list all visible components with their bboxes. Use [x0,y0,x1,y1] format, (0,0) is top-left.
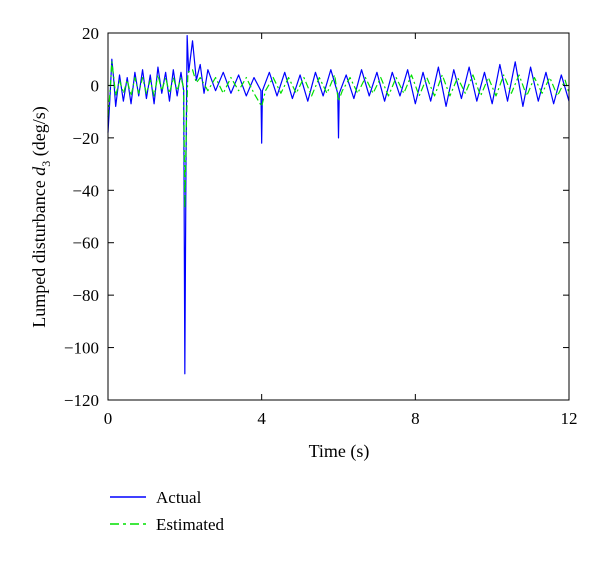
y-axis-title-prefix: Lumped disturbance [29,176,49,328]
x-axis-title: Time (s) [309,441,370,462]
y-tick-label: 0 [91,76,100,95]
axes-frame [107,32,570,401]
plot-area [108,33,569,400]
x-tick-label: 8 [411,409,420,428]
legend: Actual Estimated [110,488,224,534]
y-tick-label: −80 [72,286,99,305]
plot-background [108,33,569,400]
legend-label-estimated: Estimated [156,515,224,534]
y-tick-label: −20 [72,129,99,148]
axes-layer: 0 4 8 12 20 0 −20 −40 −60 −80 −100 −120 [64,24,578,428]
y-tick-label: −120 [64,391,99,410]
y-axis-title-subscript: 3 [39,161,53,167]
series-layer [107,35,570,375]
x-tick-label: 0 [104,409,113,428]
y-axis-title-symbol: d [29,166,49,176]
y-axis-title-suffix: (deg/s) [29,106,50,160]
series-line-actual [107,35,570,375]
y-tick-label: −100 [64,339,99,358]
x-tick-label: 12 [561,409,578,428]
y-axis-title: Lumped disturbance d3 (deg/s) [29,106,53,327]
y-tick-label: −60 [72,234,99,253]
legend-label-actual: Actual [156,488,202,507]
y-tick-label: −40 [72,181,99,200]
x-tick-label: 4 [257,409,266,428]
y-tick-label: 20 [82,24,99,43]
series-line-estimated [107,61,570,210]
